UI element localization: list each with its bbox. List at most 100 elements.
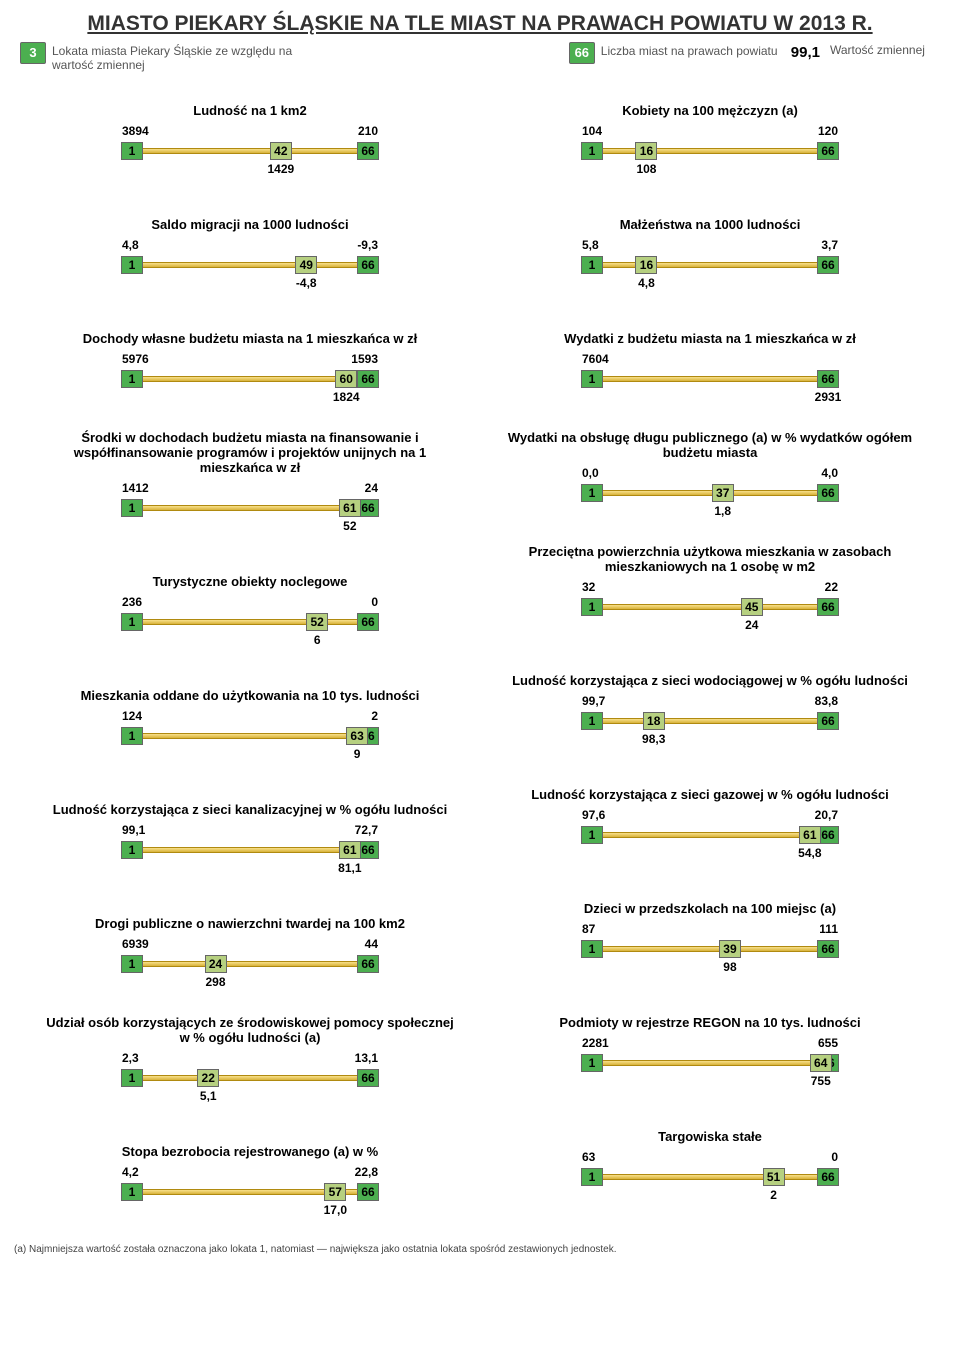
city-value-label: 81,1 [338,861,361,875]
rank-start-box: 1 [581,826,603,844]
indicator: Przeciętna powierzchnia użytkowa mieszka… [480,536,940,634]
city-value-label: 1824 [333,390,360,404]
gauge-bar: 16637 [580,482,840,504]
indicator: Targowiska stałe630166512 [480,1106,940,1204]
gauge-track [592,490,828,496]
gauge-track [592,1174,828,1180]
rank-start-box: 1 [121,499,143,517]
indicator-title: Drogi publiczne o nawierzchni twardej na… [40,901,460,931]
gauge-bar: 16618 [580,710,840,732]
rank-start-box: 1 [121,1069,143,1087]
gauge: 32221664524 [580,580,840,634]
indicator: Turystyczne obiekty noclegowe2360166526 [20,551,480,649]
page-root: MIASTO PIEKARY ŚLĄSKIE NA TLE MIAST NA P… [0,0,960,1265]
gauge-bar: 16651 [580,1166,840,1188]
gauge: 4,8-9,316649-4,8 [120,238,380,292]
rank-end-box: 66 [817,940,839,958]
value-last: 655 [818,1036,838,1050]
gauge-bar: 16663 [120,725,380,747]
gauge-below: 98,3 [580,732,840,748]
indicator: Środki w dochodach budżetu miasta na fin… [20,422,480,535]
value-first: 4,2 [122,1165,139,1179]
gauge-track [592,604,828,610]
indicator-title: Dochody własne budżetu miasta na 1 miesz… [40,316,460,346]
value-last: 83,8 [815,694,838,708]
gauge-below: 98 [580,960,840,976]
gauge: 0,04,0166371,8 [580,466,840,520]
city-rank-box: 39 [719,940,741,958]
city-value-label: 5,1 [200,1089,217,1103]
gauge: 228165516664755 [580,1036,840,1090]
gauge-below: 1429 [120,162,380,178]
rank-end-box: 66 [357,613,379,631]
rank-start-box: 1 [121,955,143,973]
rank-start-box: 1 [581,1054,603,1072]
gauge-bar: 16616 [580,254,840,276]
rank-start-box: 1 [581,370,603,388]
gauge-bar: 16652 [120,611,380,633]
value-last: 120 [818,124,838,138]
value-last: 13,1 [355,1051,378,1065]
gauge-top-values: 7604 [580,352,840,368]
indicator-title: Ludność na 1 km2 [40,98,460,118]
rank-start-box: 1 [581,598,603,616]
indicator: Mieszkania oddane do użytkowania na 10 t… [20,665,480,763]
value-first: 6939 [122,937,149,951]
indicator: Kobiety na 100 mężczyzn (a)1041201661610… [480,90,940,178]
city-rank-box: 24 [205,955,227,973]
indicator-title: Kobiety na 100 mężczyzn (a) [500,98,920,118]
gauge: 2,313,1166225,1 [120,1051,380,1105]
city-value-desc: Wartość zmiennej [830,42,940,57]
city-rank-box: 22 [197,1069,219,1087]
gauge-bar: 16660 [120,368,380,390]
indicator: Podmioty w rejestrze REGON na 10 tys. lu… [480,992,940,1090]
rank-start-box: 1 [121,142,143,160]
gauge-top-values: 0,04,0 [580,466,840,482]
indicator: Małżeństwa na 1000 ludności5,83,7166164,… [480,194,940,292]
value-first: 2,3 [122,1051,139,1065]
city-value-label: 98 [723,960,736,974]
city-rank-box: 37 [712,484,734,502]
value-last: 210 [358,124,378,138]
value-first: 99,1 [122,823,145,837]
gauge-top-values: 2360 [120,595,380,611]
indicator-title: Wydatki na obsługę długu publicznego (a)… [500,430,920,460]
gauge: 2360166526 [120,595,380,649]
city-value-label: 6 [314,633,321,647]
city-rank-box: 57 [324,1183,346,1201]
gauge-track [132,505,368,511]
city-value-label: 1429 [268,162,295,176]
city-value-label: 17,0 [324,1203,347,1217]
indicator-title: Małżeństwa na 1000 ludności [500,202,920,232]
indicator-title: Stopa bezrobocia rejestrowanego (a) w % [40,1129,460,1159]
gauge-track [592,1060,828,1066]
rank-end-box: 66 [357,370,379,388]
value-last: 2 [371,709,378,723]
gauge-bar: 16664 [580,1052,840,1074]
gauge-top-values: 3222 [580,580,840,596]
value-last: 0 [831,1150,838,1164]
right-column: Kobiety na 100 mężczyzn (a)1041201661610… [480,80,940,1225]
rank-end-box: 66 [817,370,839,388]
gauge-below: 298 [120,975,380,991]
indicator: Stopa bezrobocia rejestrowanego (a) w % 4… [20,1121,480,1219]
city-rank-box: 52 [306,613,328,631]
gauge: 99,7 83,8 1661898,3 [580,694,840,748]
city-rank-box: 16 [635,256,657,274]
rank-desc: Lokata miasta Piekary Śląskie ze względu… [52,42,302,72]
gauge: 1412241666152 [120,481,380,535]
rank-end-box: 66 [817,1168,839,1186]
gauge-below: 5,1 [120,1089,380,1105]
indicator-title: Podmioty w rejestrze REGON na 10 tys. lu… [500,1000,920,1030]
gauge-below: 2931 [580,390,840,406]
value-first: 99,7 [582,694,605,708]
value-first: 63 [582,1150,595,1164]
value-first: 104 [582,124,602,138]
gauge-below: 52 [120,519,380,535]
gauge-bar: 16657 [120,1181,380,1203]
indicator: Drogi publiczne o nawierzchni twardej na… [20,893,480,991]
legend-row: 3 Lokata miasta Piekary Śląskie ze wzglę… [0,42,960,80]
value-last: 22 [825,580,838,594]
gauge-top-values: 59761593 [120,352,380,368]
indicator-title: Ludność korzystająca z sieci gazowej w %… [500,772,920,802]
